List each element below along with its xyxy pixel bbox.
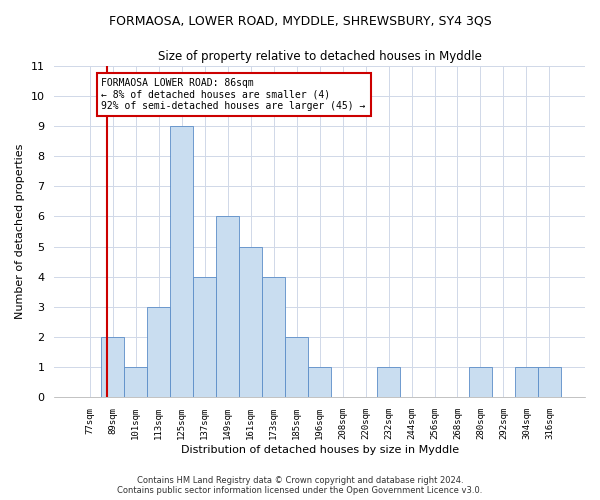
Text: FORMAOSA, LOWER ROAD, MYDDLE, SHREWSBURY, SY4 3QS: FORMAOSA, LOWER ROAD, MYDDLE, SHREWSBURY… [109, 15, 491, 28]
Bar [124, 368, 148, 398]
Bar [285, 337, 308, 398]
Bar [469, 368, 492, 398]
X-axis label: Distribution of detached houses by size in Myddle: Distribution of detached houses by size … [181, 445, 459, 455]
Bar [308, 368, 331, 398]
Bar [262, 277, 285, 398]
Y-axis label: Number of detached properties: Number of detached properties [15, 144, 25, 319]
Bar [148, 307, 170, 398]
Bar [515, 368, 538, 398]
Bar [216, 216, 239, 398]
Text: FORMAOSA LOWER ROAD: 86sqm
← 8% of detached houses are smaller (4)
92% of semi-d: FORMAOSA LOWER ROAD: 86sqm ← 8% of detac… [101, 78, 366, 111]
Bar [538, 368, 561, 398]
Bar [170, 126, 193, 398]
Title: Size of property relative to detached houses in Myddle: Size of property relative to detached ho… [158, 50, 482, 63]
Bar [193, 277, 216, 398]
Bar [101, 337, 124, 398]
Text: Contains HM Land Registry data © Crown copyright and database right 2024.
Contai: Contains HM Land Registry data © Crown c… [118, 476, 482, 495]
Bar [239, 246, 262, 398]
Bar [377, 368, 400, 398]
